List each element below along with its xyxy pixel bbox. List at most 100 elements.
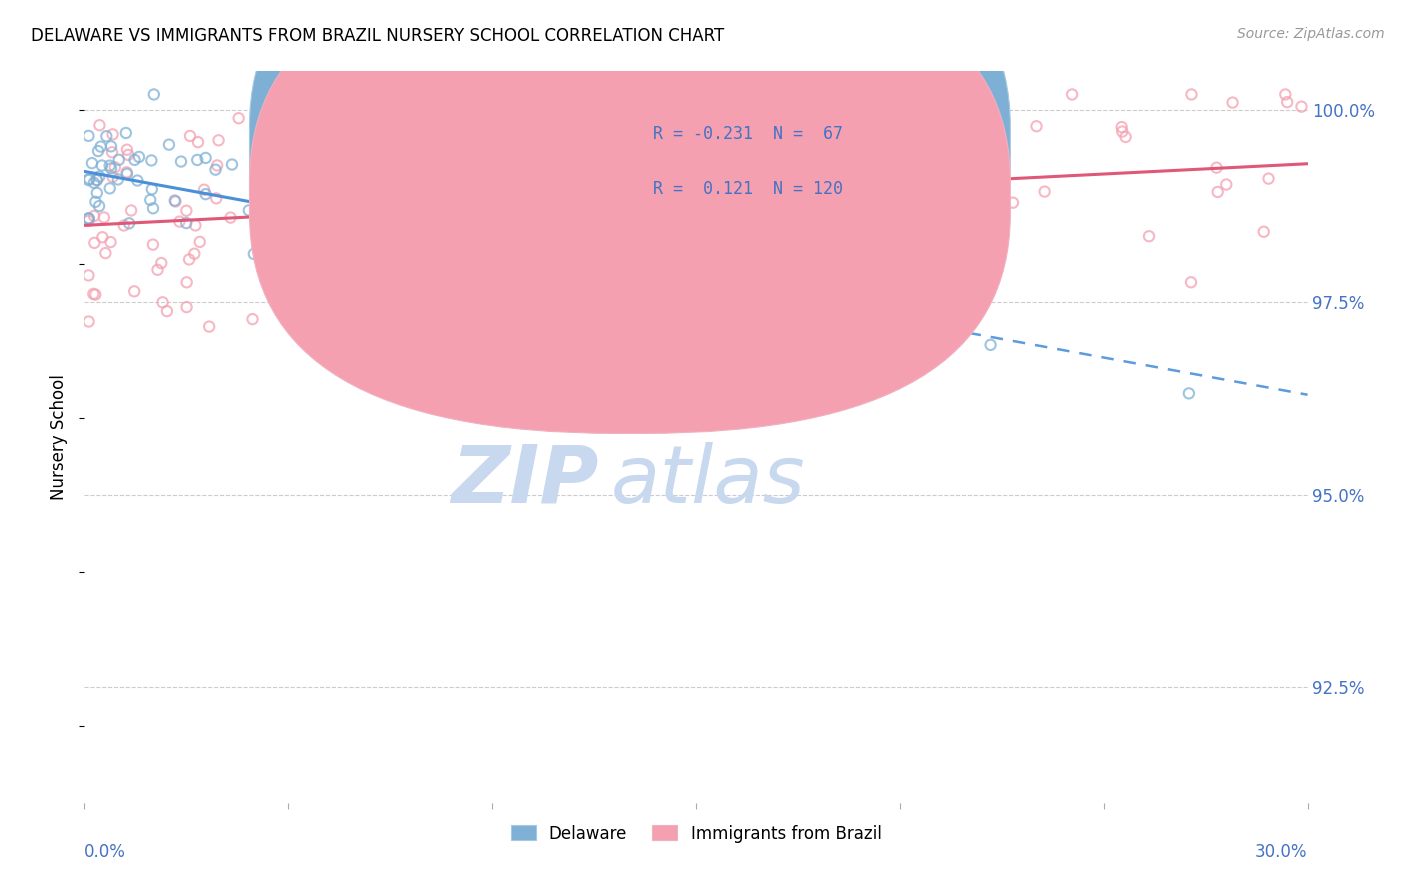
Point bbox=[146, 262, 169, 277]
Point bbox=[93, 211, 115, 225]
Point bbox=[107, 172, 129, 186]
Point bbox=[873, 307, 896, 321]
Point bbox=[441, 188, 464, 202]
Point bbox=[91, 230, 114, 244]
Point bbox=[228, 112, 250, 126]
Point bbox=[77, 173, 100, 187]
Point bbox=[177, 252, 200, 267]
Point bbox=[115, 167, 138, 181]
Point bbox=[86, 173, 108, 187]
Point bbox=[354, 87, 377, 102]
Point bbox=[205, 158, 228, 172]
Point bbox=[150, 256, 173, 270]
Point bbox=[474, 191, 496, 205]
Point bbox=[1111, 124, 1133, 138]
FancyBboxPatch shape bbox=[605, 117, 983, 240]
Point bbox=[451, 243, 474, 257]
Point bbox=[336, 204, 359, 219]
Point bbox=[305, 118, 328, 132]
Point bbox=[294, 178, 316, 192]
Text: atlas: atlas bbox=[610, 442, 806, 520]
Point bbox=[238, 203, 260, 218]
Point bbox=[512, 177, 534, 191]
Point bbox=[631, 167, 654, 181]
Point bbox=[77, 211, 100, 226]
Text: Source: ZipAtlas.com: Source: ZipAtlas.com bbox=[1237, 27, 1385, 41]
Point bbox=[101, 128, 124, 142]
Point bbox=[388, 199, 411, 213]
Point bbox=[142, 202, 165, 216]
Point bbox=[142, 87, 165, 102]
Text: ZIP: ZIP bbox=[451, 442, 598, 520]
Point bbox=[295, 278, 318, 293]
Point bbox=[294, 286, 316, 301]
Point bbox=[589, 244, 612, 259]
Point bbox=[90, 139, 112, 153]
Point bbox=[513, 207, 536, 221]
Legend: Delaware, Immigrants from Brazil: Delaware, Immigrants from Brazil bbox=[503, 818, 889, 849]
Point bbox=[170, 154, 193, 169]
Point bbox=[436, 225, 458, 239]
Point bbox=[799, 282, 821, 296]
Point bbox=[305, 224, 328, 238]
Point bbox=[305, 232, 328, 246]
Point bbox=[117, 148, 139, 162]
Point bbox=[354, 182, 377, 196]
Point bbox=[315, 92, 337, 106]
Point bbox=[100, 139, 122, 153]
Point bbox=[321, 194, 343, 209]
Point bbox=[505, 202, 527, 217]
Point bbox=[100, 161, 122, 176]
Point bbox=[517, 161, 540, 175]
Point bbox=[655, 223, 678, 237]
Point bbox=[87, 144, 110, 158]
Point bbox=[122, 285, 145, 299]
Point bbox=[194, 187, 217, 202]
Point bbox=[515, 202, 537, 217]
Point bbox=[1222, 95, 1244, 110]
Text: DELAWARE VS IMMIGRANTS FROM BRAZIL NURSERY SCHOOL CORRELATION CHART: DELAWARE VS IMMIGRANTS FROM BRAZIL NURSE… bbox=[31, 27, 724, 45]
Point bbox=[851, 306, 873, 320]
Point bbox=[1257, 171, 1279, 186]
Point bbox=[770, 280, 793, 294]
Point bbox=[77, 214, 100, 228]
Point bbox=[156, 304, 179, 318]
Point bbox=[1115, 130, 1137, 145]
Point bbox=[243, 247, 266, 261]
Point bbox=[544, 192, 567, 206]
Point bbox=[865, 201, 887, 215]
Point bbox=[188, 235, 211, 249]
Point bbox=[84, 287, 107, 301]
Point bbox=[1025, 120, 1047, 134]
Point bbox=[79, 172, 101, 186]
Point bbox=[142, 237, 165, 252]
Point bbox=[672, 151, 695, 165]
Point bbox=[139, 193, 162, 207]
Point bbox=[128, 150, 150, 164]
Point bbox=[980, 338, 1002, 352]
Point bbox=[506, 195, 529, 210]
Point bbox=[176, 300, 198, 314]
Point bbox=[1033, 185, 1056, 199]
Point bbox=[1001, 195, 1024, 210]
Point bbox=[184, 219, 207, 233]
Text: 0.0%: 0.0% bbox=[84, 843, 127, 861]
FancyBboxPatch shape bbox=[249, 0, 1011, 378]
Point bbox=[83, 235, 105, 250]
Point bbox=[744, 218, 766, 232]
Point bbox=[219, 211, 242, 225]
Point bbox=[1180, 275, 1202, 289]
Point bbox=[399, 236, 422, 251]
Point bbox=[77, 314, 100, 328]
Point bbox=[124, 153, 146, 167]
Point bbox=[643, 160, 665, 174]
Point bbox=[612, 188, 634, 202]
Point bbox=[90, 159, 112, 173]
Point bbox=[83, 209, 105, 223]
Point bbox=[1178, 386, 1201, 401]
Point bbox=[388, 211, 411, 226]
Point bbox=[115, 165, 138, 179]
Point bbox=[576, 250, 599, 264]
Point bbox=[312, 87, 335, 102]
Point bbox=[246, 234, 269, 248]
